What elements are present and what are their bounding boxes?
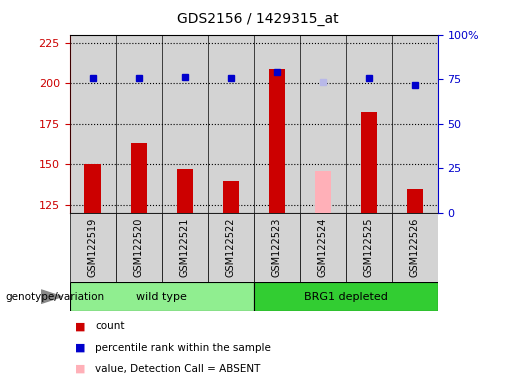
Text: GDS2156 / 1429315_at: GDS2156 / 1429315_at <box>177 12 338 25</box>
Text: count: count <box>95 321 125 331</box>
Bar <box>392 35 438 213</box>
Bar <box>70 35 115 213</box>
Bar <box>346 213 392 282</box>
Text: wild type: wild type <box>136 291 187 302</box>
Text: GSM122520: GSM122520 <box>133 218 144 277</box>
Bar <box>253 35 300 213</box>
Bar <box>253 282 438 311</box>
Bar <box>70 282 253 311</box>
Bar <box>162 35 208 213</box>
Text: percentile rank within the sample: percentile rank within the sample <box>95 343 271 353</box>
Text: genotype/variation: genotype/variation <box>5 291 104 302</box>
Text: GSM122524: GSM122524 <box>318 218 328 277</box>
Bar <box>70 213 115 282</box>
Text: GSM122523: GSM122523 <box>271 218 282 277</box>
Bar <box>315 171 331 213</box>
Bar <box>300 35 346 213</box>
Bar <box>222 180 238 213</box>
Text: GSM122519: GSM122519 <box>88 218 97 277</box>
Bar <box>84 164 100 213</box>
Text: value, Detection Call = ABSENT: value, Detection Call = ABSENT <box>95 364 261 374</box>
Text: GSM122522: GSM122522 <box>226 218 236 277</box>
Bar <box>392 213 438 282</box>
Text: GSM122521: GSM122521 <box>180 218 190 277</box>
Text: ■: ■ <box>75 343 85 353</box>
Bar <box>208 213 253 282</box>
Bar <box>208 35 253 213</box>
Text: ■: ■ <box>75 364 85 374</box>
Bar <box>300 213 346 282</box>
Bar <box>115 35 162 213</box>
Bar <box>346 35 392 213</box>
Text: GSM122526: GSM122526 <box>410 218 420 277</box>
Text: GSM122525: GSM122525 <box>364 218 374 277</box>
Bar <box>269 69 285 213</box>
Bar <box>177 169 193 213</box>
Bar <box>360 113 377 213</box>
Text: BRG1 depleted: BRG1 depleted <box>304 291 388 302</box>
Bar <box>162 213 208 282</box>
Polygon shape <box>41 290 62 303</box>
Bar <box>253 213 300 282</box>
Bar <box>130 143 147 213</box>
Bar <box>407 189 423 213</box>
Text: ■: ■ <box>75 321 85 331</box>
Bar <box>115 213 162 282</box>
